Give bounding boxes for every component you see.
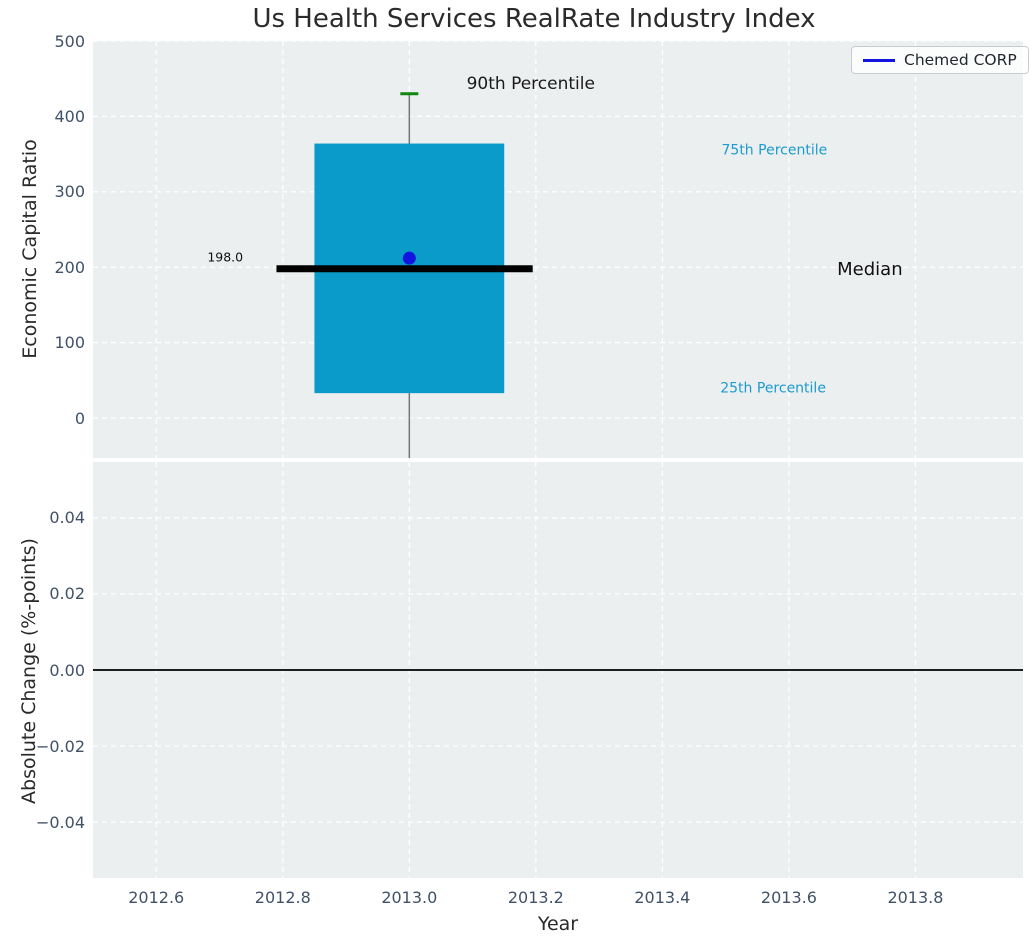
y-tick-label: 0.04 [49,508,85,528]
company-point [402,251,416,265]
p25-percentile-label: 25th Percentile [720,380,826,397]
x-tick-label: 2013.6 [760,888,817,907]
x-tick-label: 2012.8 [254,888,311,907]
x-tick-label: 2013.8 [887,888,944,907]
y-tick-label: 400 [54,106,85,126]
y-tick-label: 0.02 [49,584,85,604]
x-tick-label: 2013.2 [507,888,564,907]
legend-label: Chemed CORP [904,51,1017,69]
y-tick-label: 0 [74,408,85,428]
y-tick-label: 0.00 [49,660,85,680]
y-axis-label-top: Economic Capital Ratio [19,139,41,359]
x-tick-label: 2013.4 [634,888,691,907]
x-tick-label: 2012.6 [128,888,185,907]
legend-line-swatch [863,58,895,62]
median-value-label: 198.0 [207,249,244,265]
axes-background [93,41,1023,458]
chart-title: Us Health Services RealRate Industry Ind… [252,4,816,34]
y-tick-label: 100 [54,333,85,353]
y-tick-label: 500 [54,31,85,51]
x-axis-label: Year [537,913,579,935]
legend: Chemed CORP [851,46,1029,74]
y-tick-label: 200 [54,257,85,277]
median-label: Median [837,259,903,281]
y-tick-label: −0.04 [35,812,85,832]
y-tick-label: −0.02 [35,736,85,756]
p90-percentile-label: 90th Percentile [466,73,595,94]
x-tick-label: 2013.0 [381,888,438,907]
y-tick-label: 300 [54,182,85,202]
p75-percentile-label: 75th Percentile [721,142,828,159]
